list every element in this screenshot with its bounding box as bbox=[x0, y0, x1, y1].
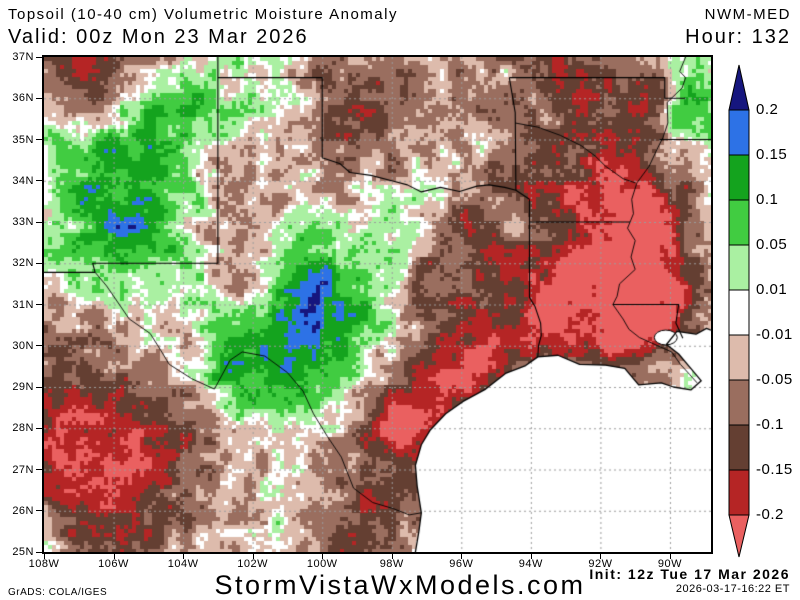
lat-label: 28N bbox=[12, 422, 34, 435]
generated-timestamp: 2026-03-17-16:22 ET bbox=[675, 583, 790, 595]
lat-label: 35N bbox=[12, 133, 34, 146]
lat-tick bbox=[36, 510, 42, 512]
colorbar-segment bbox=[728, 424, 750, 471]
init-time: Init: 12z Tue 17 Mar 2026 bbox=[589, 566, 790, 582]
colorbar-arrow-up bbox=[728, 64, 750, 111]
lat-tick bbox=[36, 551, 42, 553]
lat-label: 34N bbox=[12, 174, 34, 187]
lat-tick bbox=[36, 139, 42, 140]
lat-tick bbox=[36, 304, 42, 305]
lat-label: 33N bbox=[12, 216, 34, 228]
colorbar-tick-label: 0.2 bbox=[756, 101, 779, 119]
lat-label: 25N bbox=[12, 546, 34, 558]
lon-tick bbox=[600, 554, 602, 559]
lon-label: 106W bbox=[98, 558, 129, 570]
lon-tick bbox=[391, 554, 393, 559]
lon-tick bbox=[252, 554, 254, 559]
colorbar-segment bbox=[728, 244, 750, 291]
colorbar-segment bbox=[728, 154, 750, 201]
colorbar-tick-label: 0.01 bbox=[756, 281, 788, 299]
lat-tick bbox=[36, 262, 42, 264]
lon-label: 102W bbox=[237, 558, 269, 570]
lat-label: 30N bbox=[12, 339, 34, 352]
lat-tick bbox=[36, 427, 42, 429]
lat-tick bbox=[36, 221, 42, 223]
lon-label: 96W bbox=[449, 558, 474, 570]
colorbar bbox=[728, 64, 750, 558]
lon-tick bbox=[113, 554, 115, 559]
colorbar-tick-label: 0.05 bbox=[756, 236, 788, 254]
colorbar-tick-label: -0.15 bbox=[756, 461, 793, 479]
lat-tick bbox=[36, 469, 42, 470]
grads-credit: GrADS: COLA/IGES bbox=[8, 587, 108, 598]
colorbar-segment bbox=[728, 469, 750, 516]
forecast-hour: Hour: 132 bbox=[685, 26, 791, 48]
lat-tick bbox=[36, 56, 42, 58]
model-label: NWM-MED bbox=[704, 6, 791, 23]
lat-label: 31N bbox=[12, 298, 34, 311]
colorbar-segment bbox=[728, 334, 750, 381]
lon-label: 100W bbox=[306, 558, 338, 570]
lon-tick bbox=[322, 554, 324, 559]
colorbar-tick-label: -0.01 bbox=[756, 326, 793, 344]
page-title: Topsoil (10-40 cm) Volumetric Moisture A… bbox=[8, 6, 398, 23]
lon-tick bbox=[183, 554, 185, 559]
lon-label: 108W bbox=[28, 558, 60, 570]
colorbar-arrow-down bbox=[728, 514, 750, 558]
colorbar-tick-label: -0.2 bbox=[756, 506, 784, 524]
lat-tick bbox=[36, 97, 42, 99]
colorbar-tick-label: -0.05 bbox=[756, 371, 793, 389]
lat-label: 29N bbox=[12, 381, 34, 393]
colorbar-segment bbox=[728, 109, 750, 156]
valid-time: Valid: 00z Mon 23 Mar 2026 bbox=[8, 26, 309, 48]
lat-label: 26N bbox=[12, 504, 34, 517]
colorbar-tick-label: 0.1 bbox=[756, 191, 779, 209]
lon-label: 104W bbox=[167, 558, 199, 570]
lat-label: 32N bbox=[12, 257, 34, 270]
lat-label: 27N bbox=[12, 463, 34, 476]
lon-label: 94W bbox=[518, 558, 543, 570]
colorbar-segment bbox=[728, 379, 750, 426]
lon-label: 90W bbox=[657, 558, 683, 570]
moisture-anomaly-map-canvas bbox=[44, 57, 711, 552]
lon-tick bbox=[530, 554, 532, 559]
lon-tick bbox=[669, 554, 671, 559]
lon-label: 92W bbox=[588, 558, 613, 570]
colorbar-segment bbox=[728, 199, 750, 246]
lat-label: 37N bbox=[12, 51, 34, 63]
watermark-site-name: StormVistaWxModels.com bbox=[214, 570, 586, 600]
lat-label: 36N bbox=[12, 92, 34, 105]
lon-label: 98W bbox=[379, 558, 404, 570]
lat-tick bbox=[36, 345, 42, 347]
map-plot-frame bbox=[42, 55, 713, 554]
colorbar-segment bbox=[728, 289, 750, 336]
colorbar-tick-label: 0.15 bbox=[756, 146, 788, 164]
lon-tick bbox=[461, 554, 463, 559]
lat-tick bbox=[36, 386, 42, 388]
lat-tick bbox=[36, 180, 42, 182]
lon-tick bbox=[44, 554, 45, 559]
colorbar-tick-label: -0.1 bbox=[756, 416, 784, 434]
